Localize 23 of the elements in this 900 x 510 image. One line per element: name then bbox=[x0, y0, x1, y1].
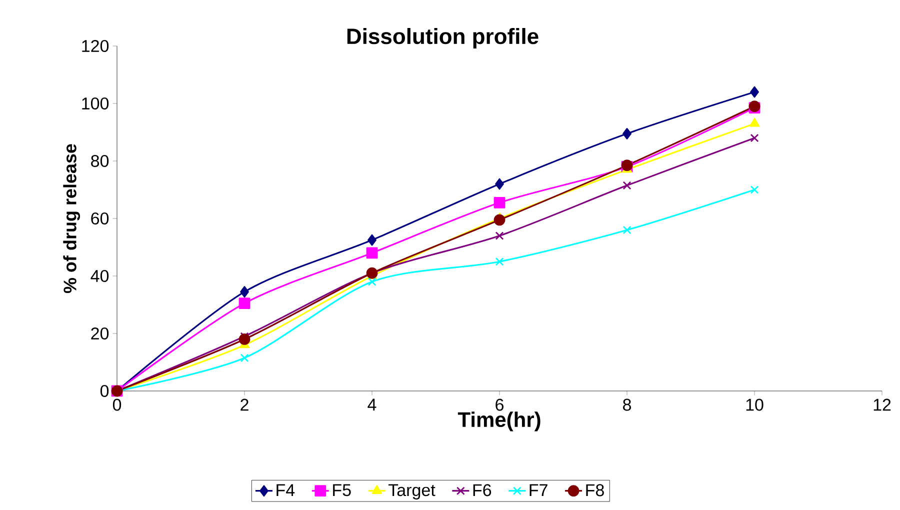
x-tick-label: 2 bbox=[240, 398, 248, 411]
x-axis-title: Time(hr) bbox=[458, 412, 540, 432]
y-tick-label: 60 bbox=[91, 212, 109, 225]
y-tick-label: 80 bbox=[91, 154, 109, 168]
legend-label: F7 bbox=[530, 484, 548, 496]
y-tick-label: 20 bbox=[91, 327, 109, 340]
legend-label: F8 bbox=[586, 484, 604, 496]
y-tick-label: 120 bbox=[82, 40, 109, 52]
x-tick-label: 12 bbox=[874, 398, 891, 411]
x-tick-label: 10 bbox=[746, 398, 764, 411]
legend-label: F4 bbox=[276, 484, 295, 496]
legend-label: F6 bbox=[473, 484, 492, 496]
y-tick-label: 0 bbox=[100, 384, 109, 398]
x-tick-label: 4 bbox=[368, 398, 376, 410]
legend-label: F5 bbox=[333, 484, 351, 496]
x-tick-label: 8 bbox=[623, 398, 631, 411]
y-tick-label: 100 bbox=[82, 97, 109, 110]
y-tick-label: 40 bbox=[90, 270, 109, 282]
x-tick-label: 0 bbox=[112, 398, 122, 411]
x-tick-label: 6 bbox=[496, 398, 504, 411]
chart-title: Dissolution profile bbox=[347, 28, 538, 48]
legend-label: Target bbox=[388, 484, 436, 500]
y-axis-title: % of drug release bbox=[63, 144, 80, 294]
